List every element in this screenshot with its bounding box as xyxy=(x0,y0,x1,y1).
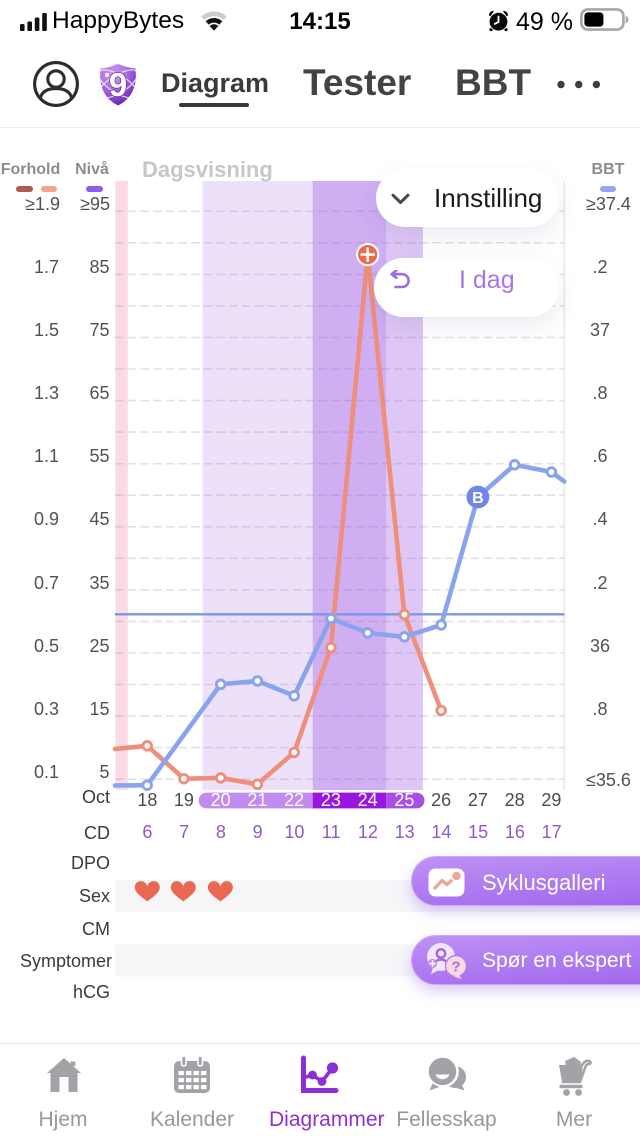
svg-text:9: 9 xyxy=(109,66,127,103)
svg-text:B: B xyxy=(472,490,484,507)
svg-text:?: ? xyxy=(451,959,460,976)
